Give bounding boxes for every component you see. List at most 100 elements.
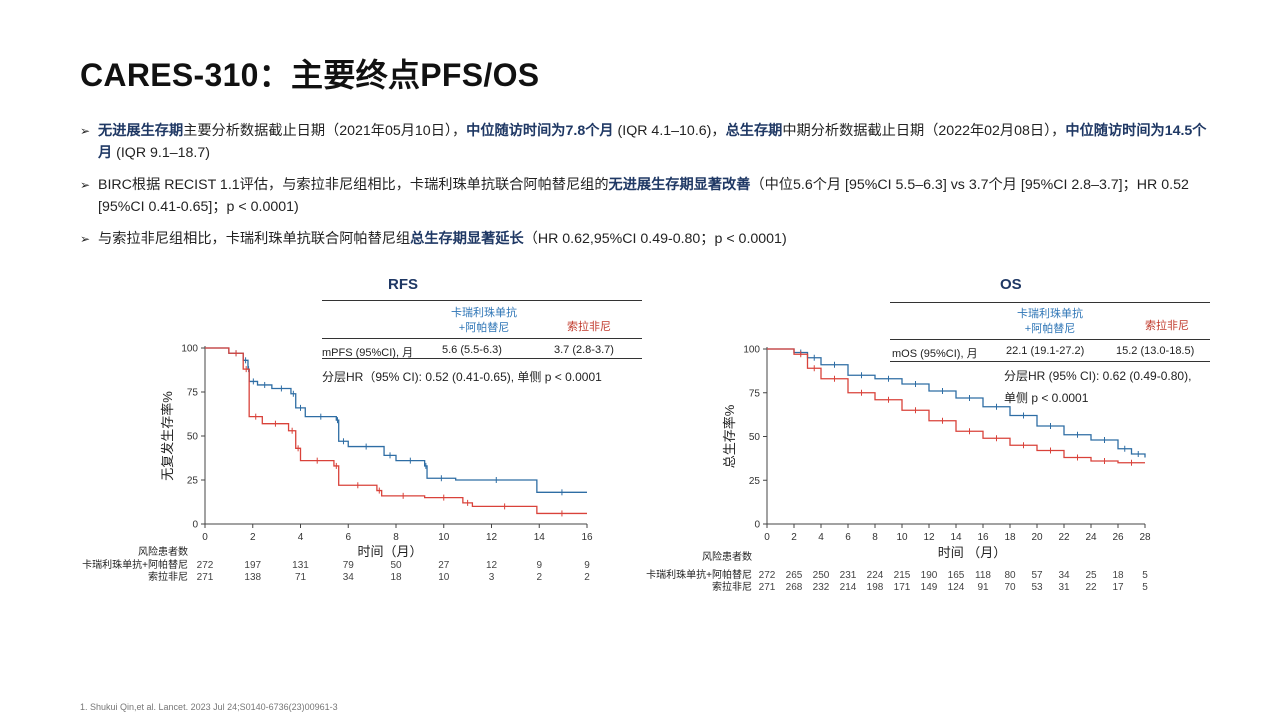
os-x-tick-label: 26 [1112,532,1124,543]
os-risk-count: 272 [759,570,776,581]
header-line: 卡瑞利珠单抗 [1017,308,1083,320]
os-x-tick-label: 6 [845,532,851,543]
header-line: +阿帕替尼 [1024,323,1076,335]
page-title: CARES-310：主要终点PFS/OS [80,57,540,93]
os-x-axis-label: 时间 （月） [938,545,1007,560]
rfs-risk-count: 271 [197,572,214,583]
rfs-x-tick-label: 0 [202,532,208,543]
table-rule [322,338,642,339]
os-risk-count: 224 [867,570,884,581]
os-risk-count: 198 [867,582,884,593]
footnote: 1. Shukui Qin,et al. Lancet. 2023 Jul 24… [80,702,338,712]
os-y-tick-label: 25 [749,476,761,487]
rfs-x-tick-label: 14 [534,532,546,543]
rfs-x-tick-label: 10 [438,532,450,543]
os-y-axis-label: 总生存率% [722,404,737,468]
os-hr-line: 单侧 p < 0.0001 [1004,391,1089,405]
os-y-tick-label: 0 [754,520,760,531]
rfs-col-header-sorafenib: 索拉非尼 [567,321,611,333]
os-x-tick-label: 16 [977,532,989,543]
os-risk-count: 231 [840,570,857,581]
rfs-risk-count: 10 [438,572,450,583]
os-x-tick-label: 14 [950,532,962,543]
os-x-tick-label: 20 [1031,532,1043,543]
os-x-tick-label: 0 [764,532,770,543]
os-row-label: mOS (95%CI), 月 [892,348,978,360]
os-y-tick-label: 50 [749,432,761,443]
os-x-tick-label: 28 [1139,532,1151,543]
os-risk-count: 124 [948,582,965,593]
os-x-tick-label: 8 [872,532,878,543]
table-rule [890,302,1210,303]
os-risk-count: 57 [1031,570,1043,581]
bullet-text: (IQR 4.1–10.6)， [613,123,726,139]
os-risk-count: 149 [921,582,938,593]
bullet-text: 主要分析数据截止日期（2021年05月10日）， [183,123,467,139]
rfs-chart-title: RFS [388,276,418,293]
os-risk-count: 80 [1004,570,1016,581]
os-x-tick-label: 10 [896,532,908,543]
rfs-y-tick-label: 25 [187,476,199,487]
arrow-icon: ➢ [80,232,91,246]
rfs-risk-count: 272 [197,560,214,571]
os-x-tick-label: 18 [1004,532,1016,543]
arrow-icon: ➢ [80,124,91,138]
rfs-risk-count: 27 [438,560,450,571]
rfs-risk-count: 34 [343,572,355,583]
bullet-text: 与索拉非尼组相比，卡瑞利珠单抗联合阿帕替尼组 [98,231,411,247]
os-x-tick-label: 24 [1085,532,1097,543]
os-risk-count: 91 [977,582,989,593]
rfs-risk-count: 197 [244,560,261,571]
rfs-y-tick-label: 50 [187,432,199,443]
rfs-y-tick-label: 0 [192,520,198,531]
table-rule [322,300,642,301]
header-line: +阿帕替尼 [458,322,510,334]
os-col-header-sorafenib: 索拉非尼 [1145,320,1189,332]
bullet-item-3: ➢ 与索拉非尼组相比，卡瑞利珠单抗联合阿帕替尼组总生存期显著延长（HR 0.62… [80,228,1210,250]
os-risk-count: 215 [894,570,911,581]
os-risk-count: 118 [975,570,991,581]
os-risk-count: 22 [1085,582,1097,593]
rfs-x-tick-label: 4 [298,532,304,543]
table-rule [890,361,1210,362]
rfs-x-tick-label: 16 [581,532,593,543]
rfs-value-combo: 5.6 (5.5-6.3) [442,344,502,356]
bullet-text: （HR 0.62,95%CI 0.49-0.80；p < 0.0001) [523,231,787,247]
rfs-risk-count: 71 [295,572,307,583]
table-rule [890,339,1210,340]
os-y-tick-label: 75 [749,388,761,399]
os-x-tick-label: 22 [1058,532,1070,543]
rfs-risk-count: 12 [486,560,498,571]
os-chart-title: OS [1000,276,1022,293]
os-risk-count: 165 [948,570,965,581]
rfs-hr-text: 分层HR（95% CI): 0.52 (0.41-0.65), 单侧 p < 0… [322,370,602,384]
bullet-text: （中位5.6个月 [95%CI 5.5–6.3] vs 3.7个月 [95%CI… [98,177,1189,215]
header-line: 卡瑞利珠单抗 [451,307,517,319]
os-risk-count: 34 [1058,570,1070,581]
rfs-risk-count: 50 [390,560,402,571]
bullet-text: BIRC根据 RECIST 1.1评估，与索拉非尼组相比，卡瑞利珠单抗联合阿帕替… [98,177,609,193]
rfs-y-tick-label: 100 [181,344,198,355]
os-col-header-combo: 卡瑞利珠单抗 +阿帕替尼 [1000,307,1100,337]
table-rule [322,358,642,359]
rfs-risk-count: 131 [292,560,309,571]
rfs-x-tick-label: 6 [345,532,351,543]
os-y-tick-label: 100 [743,345,760,356]
rfs-risk-count: 3 [489,572,495,583]
os-x-tick-label: 4 [818,532,824,543]
bullet-emphasis: 中位随访时间为7.8个月 [466,123,614,139]
rfs-col-header-combo: 卡瑞利珠单抗 +阿帕替尼 [434,306,534,336]
rfs-risk-row-label: 索拉非尼 [148,570,188,583]
os-risk-row-label: 索拉非尼 [712,580,752,593]
os-risk-count: 25 [1085,570,1097,581]
os-risk-count: 171 [894,582,911,593]
os-x-tick-label: 2 [791,532,797,543]
bullet-text: (IQR 9.1–18.7) [112,145,210,161]
os-risk-count: 265 [786,570,803,581]
bullet-item-2: ➢ BIRC根据 RECIST 1.1评估，与索拉非尼组相比，卡瑞利珠单抗联合阿… [80,174,1210,218]
os-risk-count: 17 [1112,582,1124,593]
os-risk-count: 190 [921,570,938,581]
os-x-tick-label: 12 [923,532,935,543]
rfs-risk-row-label: 卡瑞利珠单抗+阿帕替尼 [82,558,188,571]
os-value-combo: 22.1 (19.1-27.2) [1006,345,1085,357]
